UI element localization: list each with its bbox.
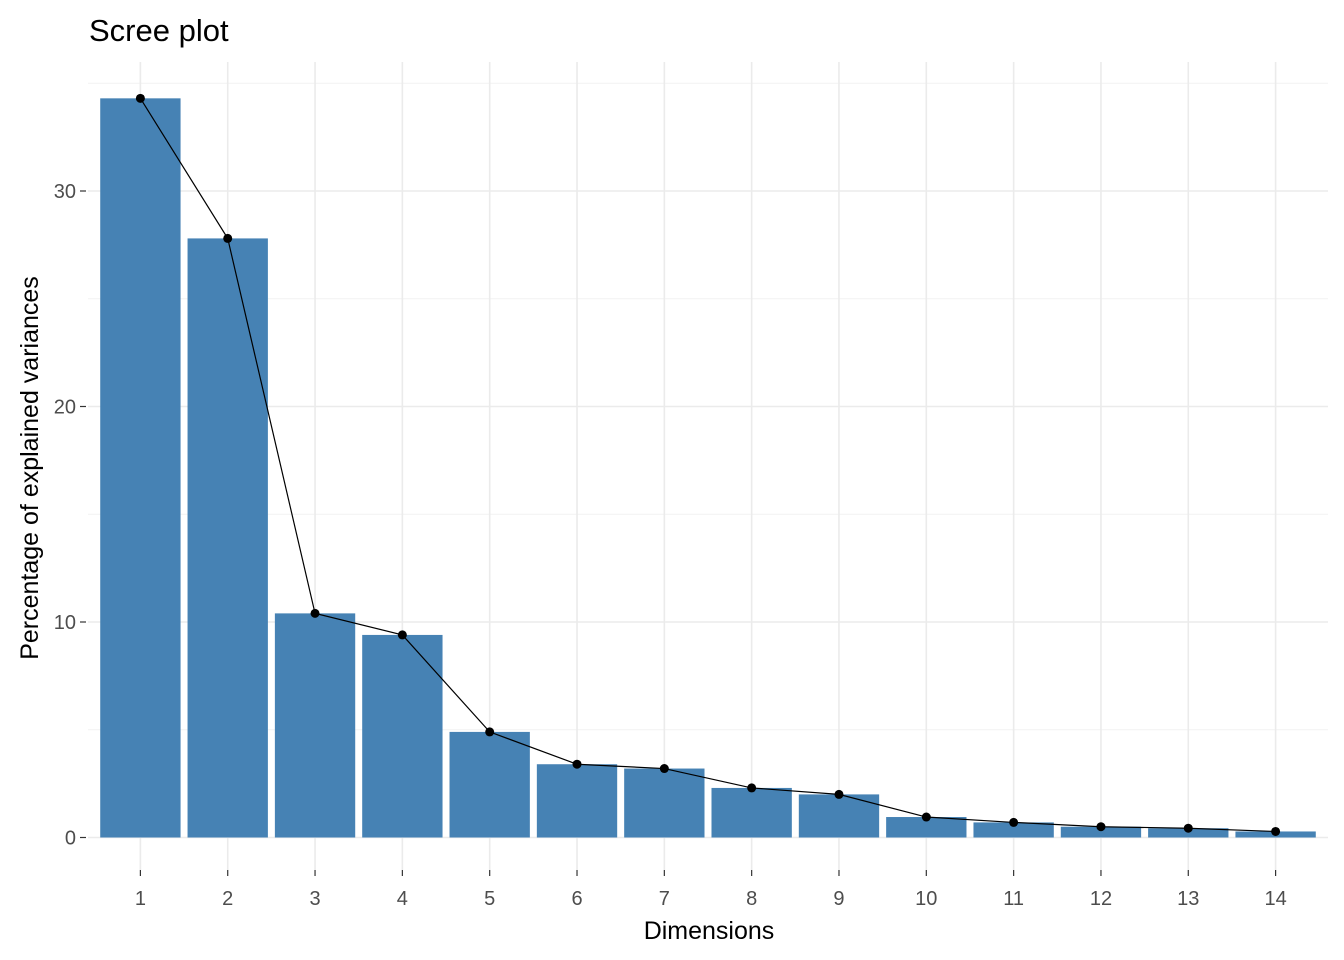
x-tick-label: 11 — [1003, 888, 1024, 910]
bars — [100, 98, 1316, 838]
bar — [711, 787, 792, 838]
data-point — [223, 233, 233, 243]
y-axis-label: Percentage of explained variances — [16, 276, 44, 660]
points — [135, 93, 1281, 836]
x-tick-label: 1 — [135, 888, 146, 910]
x-tick-label: 6 — [571, 888, 582, 910]
bar — [798, 794, 880, 838]
x-tick-label: 13 — [1177, 888, 1199, 910]
data-point — [135, 93, 145, 103]
data-point — [834, 789, 844, 799]
data-point — [485, 727, 495, 737]
data-point — [1183, 823, 1193, 833]
bar — [1060, 826, 1142, 838]
x-tick-label: 2 — [222, 888, 233, 910]
bar — [100, 98, 181, 838]
y-tick-label: 20 — [54, 397, 76, 419]
y-tick-label: 30 — [54, 181, 76, 203]
bar — [624, 768, 705, 838]
data-point — [921, 812, 931, 822]
x-axis-label: Dimensions — [644, 917, 775, 945]
bar — [274, 613, 356, 838]
data-point — [1271, 826, 1281, 836]
data-point — [572, 759, 582, 769]
bar — [1148, 828, 1229, 838]
x-tick-label: 10 — [915, 888, 937, 910]
x-tick-label: 3 — [309, 888, 320, 910]
series-line — [139, 98, 1276, 833]
series-polyline — [139, 98, 1276, 833]
bar — [536, 764, 618, 838]
x-tick-label: 9 — [833, 888, 844, 910]
x-tick-label: 4 — [397, 888, 408, 910]
bar — [187, 238, 268, 838]
data-point — [1096, 822, 1106, 832]
bar — [973, 822, 1054, 838]
data-point — [397, 630, 407, 640]
data-point — [659, 764, 669, 774]
x-tick-label: 8 — [746, 888, 757, 910]
x-tick-label: 12 — [1090, 888, 1112, 910]
grid — [88, 62, 1328, 870]
x-tick-label: 7 — [659, 888, 670, 910]
bar — [449, 731, 530, 838]
x-axis: 1 2 3 4 5 6 7 8 9 10 11 12 13 14 — [135, 870, 1287, 910]
x-tick-label: 14 — [1264, 888, 1286, 910]
chart-title: Scree plot — [89, 13, 229, 48]
y-tick-label: 10 — [54, 612, 76, 634]
data-point — [747, 783, 757, 793]
bar — [886, 817, 967, 838]
data-point — [310, 608, 320, 618]
data-point — [1009, 817, 1019, 827]
bar — [362, 634, 443, 838]
y-axis: 0 10 20 30 — [54, 181, 86, 850]
x-tick-label: 5 — [484, 888, 495, 910]
y-tick-label: 0 — [65, 828, 76, 850]
